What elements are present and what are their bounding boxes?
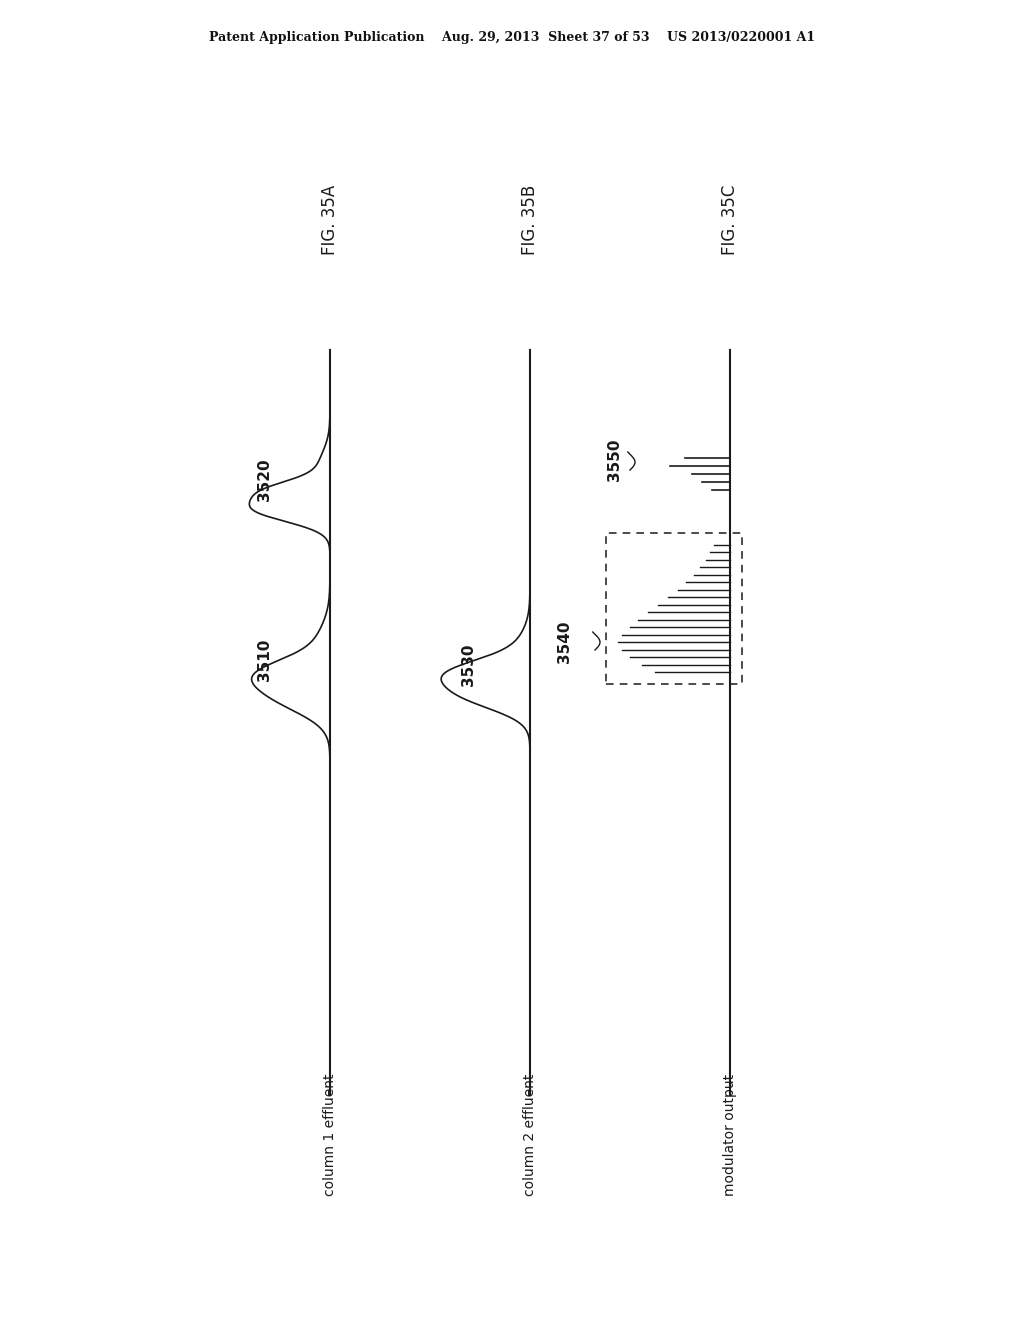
Text: 3540: 3540: [557, 620, 572, 663]
Text: modulator output: modulator output: [723, 1074, 737, 1196]
Text: FIG. 35A: FIG. 35A: [321, 185, 339, 255]
Text: 3530: 3530: [461, 644, 475, 686]
Text: FIG. 35C: FIG. 35C: [721, 185, 739, 255]
Text: 3520: 3520: [257, 458, 272, 502]
Text: column 2 effluent: column 2 effluent: [523, 1073, 537, 1196]
Bar: [606, 532, 742, 684]
Text: 3510: 3510: [257, 639, 272, 681]
Text: Patent Application Publication    Aug. 29, 2013  Sheet 37 of 53    US 2013/02200: Patent Application Publication Aug. 29, …: [209, 30, 815, 44]
Text: column 1 effluent: column 1 effluent: [323, 1073, 337, 1196]
Text: 3550: 3550: [607, 438, 623, 482]
Text: FIG. 35B: FIG. 35B: [521, 185, 539, 255]
